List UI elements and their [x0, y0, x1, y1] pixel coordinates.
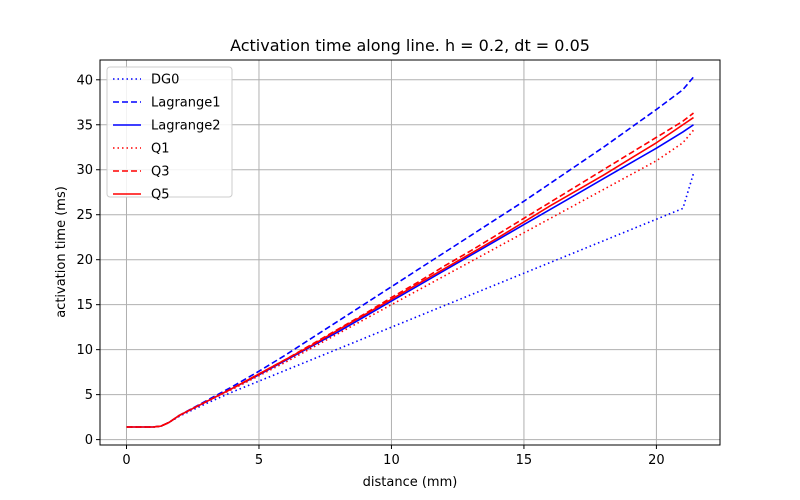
y-tick-label: 25 — [76, 208, 93, 223]
chart-title: Activation time along line. h = 0.2, dt … — [230, 36, 590, 55]
legend-label-q1: Q1 — [151, 142, 170, 157]
plot-frame — [99, 59, 721, 446]
series-line-q5 — [126, 116, 694, 428]
x-axis: 0 5 10 15 20 — [122, 445, 665, 468]
x-tick-label: 20 — [648, 453, 665, 468]
grid — [100, 60, 720, 445]
legend-label-lagrange1: Lagrange1 — [151, 96, 221, 111]
y-tick-label: 30 — [76, 163, 93, 178]
y-tick-label: 20 — [76, 253, 93, 268]
x-tick-label: 5 — [255, 453, 263, 468]
y-tick-label: 40 — [76, 73, 93, 88]
x-tick-label: 0 — [122, 453, 130, 468]
legend-label-lagrange2: Lagrange2 — [151, 119, 221, 134]
legend-label-dg0: DG0 — [151, 73, 179, 88]
legend-label-q3: Q3 — [151, 165, 170, 180]
legend-box — [106, 66, 233, 198]
y-tick-label: 35 — [76, 118, 93, 133]
y-axis-label: activation time (ms) — [54, 186, 69, 318]
y-axis: 0 5 10 15 20 25 30 35 40 — [76, 73, 100, 448]
series-layer — [126, 76, 695, 428]
x-tick-label: 15 — [516, 453, 533, 468]
x-axis-label: distance (mm) — [363, 475, 458, 490]
y-tick-label: 15 — [76, 298, 93, 313]
legend-label-q5: Q5 — [151, 188, 170, 203]
x-tick-label: 10 — [383, 453, 400, 468]
legend: DG0 Lagrange1 Lagrange2 Q1 Q3 Q5 — [106, 66, 233, 203]
y-tick-label: 0 — [85, 433, 93, 448]
y-tick-label: 5 — [85, 388, 93, 403]
y-tick-label: 10 — [76, 343, 93, 358]
